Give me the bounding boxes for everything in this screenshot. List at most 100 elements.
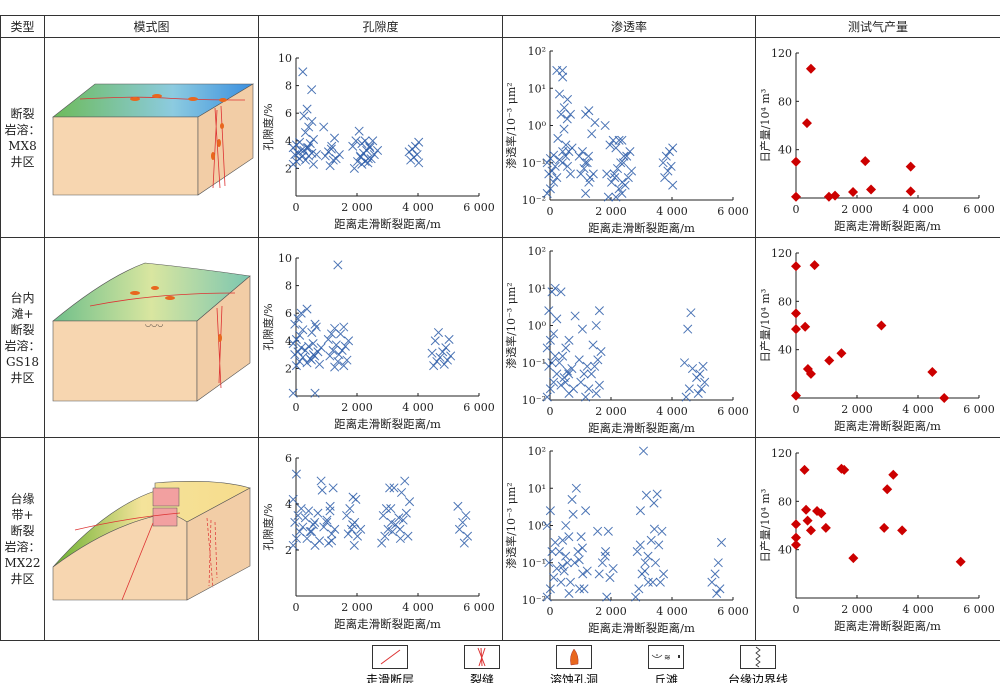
- data-point-diamond: [905, 186, 916, 197]
- data-point-cross: [567, 363, 577, 374]
- legend-label: 溶蚀孔洞: [549, 673, 598, 683]
- type-label-line: GS18: [5, 354, 40, 369]
- x-tick-label: 2 000: [841, 603, 873, 616]
- y-tick-label: 8: [285, 280, 292, 293]
- data-point-cross: [586, 369, 596, 379]
- data-point-cross: [400, 476, 410, 486]
- data-point-cross: [574, 355, 584, 365]
- gas-chart-cell: 0 2 000 4 000 6 000 40 80 120 距离走滑断裂距离/m 日产量/10⁴…: [755, 437, 1000, 641]
- data-point-cross: [618, 158, 629, 168]
- data-point-cross: [577, 146, 587, 157]
- data-point-cross: [308, 339, 318, 349]
- data-point-cross: [583, 151, 594, 161]
- permeability-chart-cell: 0 2 000 4 000 6 000 10⁻² 10⁻¹ 10⁰ 10¹ 10² 距离走滑断裂距…: [502, 237, 756, 438]
- data-point-cross: [605, 140, 615, 150]
- data-point-cross: [319, 122, 329, 132]
- data-point-cross: [582, 566, 592, 576]
- data-point-cross: [715, 584, 725, 594]
- data-point-diamond: [848, 553, 859, 564]
- data-point-cross: [650, 558, 661, 568]
- x-tick-label: 4 000: [656, 405, 688, 418]
- data-point-cross: [542, 520, 552, 531]
- data-point-cross: [310, 388, 320, 398]
- legend-item-strike-slip-fault: 走滑断层: [355, 645, 425, 683]
- data-point-cross: [658, 158, 668, 168]
- data-point-diamond: [805, 368, 816, 379]
- data-point-cross: [290, 517, 300, 527]
- data-point-cross: [602, 592, 612, 602]
- data-point-cross: [576, 169, 586, 179]
- x-tick-label: 4 000: [656, 205, 688, 218]
- legend-item-fracture: 裂缝: [447, 645, 517, 683]
- data-point-cross: [542, 392, 552, 402]
- data-point-cross: [687, 363, 698, 374]
- data-point-diamond: [791, 539, 801, 550]
- type-label-line: 带+: [11, 508, 34, 522]
- y-axis-label: 孔隙度/%: [261, 103, 275, 150]
- data-point-cross: [570, 558, 580, 568]
- data-point-diamond: [802, 515, 813, 526]
- data-point-cross: [576, 377, 586, 387]
- data-point-cross: [622, 151, 632, 161]
- data-point-cross: [590, 361, 600, 371]
- data-point-cross: [291, 533, 301, 544]
- data-point-cross: [326, 536, 337, 546]
- permeability-chart-cell: 0 2 000 4 000 6 000 10⁻² 10⁻¹ 10⁰ 10¹ 10² 距离走滑断裂距…: [502, 37, 756, 238]
- type-label-line: 断裂: [10, 524, 35, 538]
- data-point-cross: [366, 154, 376, 164]
- data-point-cross: [330, 524, 340, 534]
- data-point-cross: [558, 351, 568, 361]
- data-point-cross: [296, 343, 306, 353]
- data-point-cross: [542, 592, 552, 602]
- data-point-cross: [600, 120, 610, 131]
- data-point-cross: [348, 141, 358, 151]
- data-point-cross: [568, 509, 578, 519]
- data-point-cross: [661, 151, 671, 161]
- y-tick-label: 2: [285, 162, 292, 175]
- data-point-cross: [601, 546, 611, 557]
- data-point-cross: [311, 150, 322, 160]
- type-label-line: 滩+: [11, 306, 34, 321]
- x-tick-label: 6 000: [963, 403, 995, 416]
- data-point-cross: [631, 592, 641, 602]
- data-point-cross: [325, 161, 335, 171]
- legend-item-mound-shoal: ≋ 丘滩: [631, 645, 701, 683]
- data-point-cross: [386, 504, 396, 514]
- data-point-cross: [461, 510, 471, 521]
- data-point-cross: [310, 319, 320, 329]
- data-point-cross: [602, 169, 612, 179]
- data-point-cross: [545, 584, 555, 594]
- data-point-cross: [556, 380, 566, 390]
- y-axis-label: 日产量/10⁴ m³: [758, 289, 772, 362]
- data-point-cross: [580, 158, 590, 168]
- data-point-cross: [433, 327, 444, 338]
- data-point-cross: [322, 517, 332, 527]
- data-point-cross: [383, 524, 393, 534]
- data-point-cross: [368, 136, 378, 146]
- data-point-cross: [578, 569, 588, 579]
- data-point-cross: [352, 156, 363, 167]
- data-point-cross: [606, 177, 617, 187]
- data-point-cross: [307, 327, 317, 338]
- data-point-cross: [427, 348, 437, 358]
- data-point-cross: [683, 324, 693, 334]
- data-point-diamond: [820, 522, 831, 533]
- data-point-cross: [349, 540, 359, 550]
- gas-scatter-gs18: 0 2 000 4 000 6 000 40 80 120 距离走滑断裂距离/m 日产量/10⁴…: [758, 247, 995, 433]
- svg-text:≋: ≋: [664, 653, 671, 662]
- row-mx8: 断裂 岩溶： MX8 井区 0 2 000 4 000 6 000 2 4 6 8 10 距离走滑断裂距…: [0, 37, 1000, 238]
- type-label-line: 井区: [10, 572, 35, 586]
- y-axis-label: 日产量/10⁴ m³: [758, 489, 772, 562]
- type-label-line: 岩溶：: [4, 338, 41, 353]
- data-point-cross: [325, 506, 335, 516]
- data-point-cross: [444, 334, 454, 344]
- type-label-line: 井区: [10, 154, 35, 169]
- data-point-cross: [658, 569, 669, 579]
- data-point-cross: [453, 501, 463, 511]
- y-tick-label: 10²: [528, 445, 546, 458]
- type-label-line: 井区: [10, 370, 35, 385]
- data-point-cross: [307, 85, 317, 95]
- platform-margin-boundary-icon: [740, 645, 776, 669]
- data-point-cross: [625, 146, 635, 157]
- data-point-diamond: [791, 156, 801, 167]
